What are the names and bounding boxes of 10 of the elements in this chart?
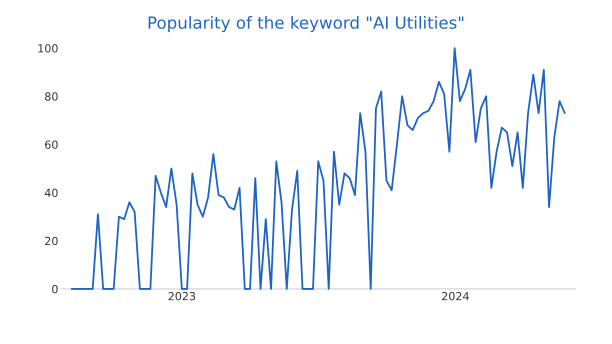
y-tick-label: 40 — [44, 188, 58, 198]
y-tick-label: 20 — [45, 236, 58, 246]
x-tick-label: 2024 — [442, 292, 469, 300]
line-series — [70, 47, 566, 290]
chart-title: Popularity of the keyword "AI Utilities" — [148, 16, 464, 32]
y-tick-label: 0 — [52, 284, 58, 294]
y-tick-label: 80 — [45, 92, 58, 101]
y-tick-label: 60 — [45, 140, 58, 149]
y-tick-label: 100 — [38, 44, 58, 53]
x-tick-label: 2023 — [168, 292, 196, 300]
